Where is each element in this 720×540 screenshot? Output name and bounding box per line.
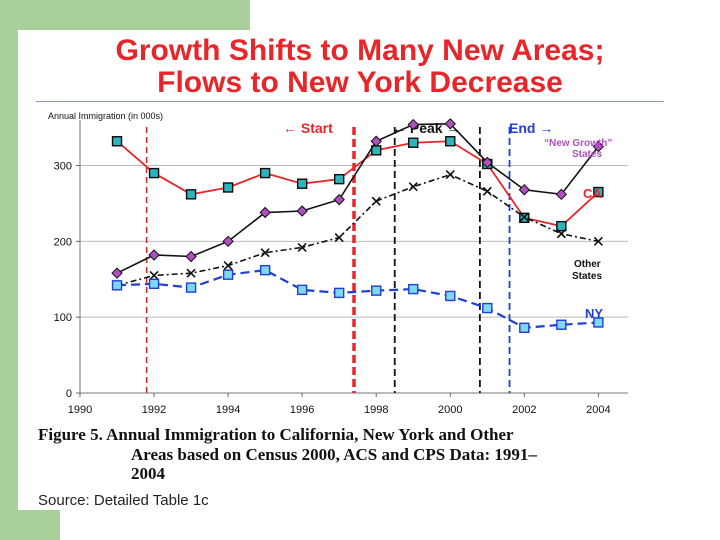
new-growth-label-2: States <box>572 149 602 160</box>
data-point <box>296 205 308 217</box>
data-point <box>445 290 456 302</box>
figure-caption-line1: Figure 5. Annual Immigration to Californ… <box>38 425 514 444</box>
data-point <box>148 167 160 179</box>
end-label: End → <box>509 120 553 136</box>
slide-title-line1: Growth Shifts to Many New Areas; <box>115 34 605 67</box>
x-tick-label: 1994 <box>216 404 240 416</box>
data-point <box>408 182 418 192</box>
data-point <box>371 285 382 296</box>
data-point <box>556 319 567 330</box>
data-point <box>481 156 494 169</box>
y-axis-label: Annual Immigration (in 000s) <box>48 111 163 121</box>
data-point <box>555 188 568 201</box>
top-green-bar <box>18 0 250 30</box>
figure-caption-line2: Areas based on Census 2000, ACS and CPS … <box>131 445 537 464</box>
data-point <box>371 196 381 206</box>
data-point <box>148 278 160 289</box>
data-point <box>222 182 234 193</box>
data-point <box>593 186 604 198</box>
data-point <box>260 248 270 258</box>
data-point <box>556 220 567 232</box>
data-point <box>408 137 419 148</box>
data-point <box>185 250 197 263</box>
data-point <box>148 249 160 261</box>
other-states-label-2: States <box>572 271 602 282</box>
data-point <box>408 283 419 295</box>
other-states-label: Other <box>574 259 601 270</box>
ca-label: CA <box>583 186 602 201</box>
figure-caption-line3: 2004 <box>131 464 165 483</box>
data-point <box>593 317 604 328</box>
series-line <box>116 173 599 287</box>
data-point <box>222 235 234 248</box>
data-point <box>333 287 345 299</box>
data-point <box>370 135 382 147</box>
series-line <box>116 122 600 274</box>
data-point <box>333 193 345 206</box>
source-note: Source: Detailed Table 1c <box>38 492 209 509</box>
data-point <box>556 229 566 239</box>
data-point <box>259 206 271 219</box>
data-point <box>444 118 456 130</box>
new-growth-label: “New Growth” <box>544 138 612 149</box>
data-point <box>111 267 123 279</box>
x-tick-label: 1990 <box>68 404 92 416</box>
data-point <box>296 284 308 296</box>
data-point <box>482 186 492 196</box>
data-point <box>518 184 531 196</box>
data-point <box>519 322 530 333</box>
y-tick-label: 200 <box>54 236 72 248</box>
slide-background <box>18 30 668 510</box>
data-point <box>407 118 419 131</box>
data-point <box>592 140 605 153</box>
left-green-bar <box>0 0 18 540</box>
y-tick-label: 0 <box>66 388 72 400</box>
series-line <box>116 269 599 329</box>
x-tick-label: 2000 <box>438 404 462 416</box>
data-point <box>222 269 234 280</box>
data-point <box>111 280 123 291</box>
data-point <box>333 173 345 185</box>
ny-label: NY <box>585 306 603 321</box>
title-divider <box>36 101 664 102</box>
x-tick-label: 1992 <box>142 404 166 416</box>
slide-title-line2: Flows to New York Decrease <box>157 66 563 99</box>
x-tick-label: 2004 <box>586 404 610 416</box>
data-point <box>259 167 271 179</box>
bottom-green-bar <box>18 510 60 540</box>
data-point <box>296 178 308 189</box>
data-point <box>185 282 197 293</box>
data-point <box>519 212 529 222</box>
data-point <box>149 270 159 281</box>
data-point <box>297 242 307 252</box>
data-point <box>445 170 455 180</box>
data-point <box>593 236 603 246</box>
x-tick-label: 1996 <box>290 404 314 416</box>
start-label: ← Start <box>283 120 333 136</box>
data-point <box>186 268 196 278</box>
series-line <box>116 140 599 228</box>
data-point <box>334 232 344 243</box>
data-point <box>111 136 123 147</box>
data-point <box>445 136 456 147</box>
x-tick-label: 1998 <box>364 404 388 416</box>
data-point <box>482 302 493 314</box>
data-point <box>259 264 271 276</box>
data-point <box>185 189 197 200</box>
x-tick-label: 2002 <box>512 404 536 416</box>
data-point <box>223 261 233 271</box>
y-tick-label: 100 <box>54 312 72 324</box>
y-tick-label: 300 <box>54 161 72 173</box>
